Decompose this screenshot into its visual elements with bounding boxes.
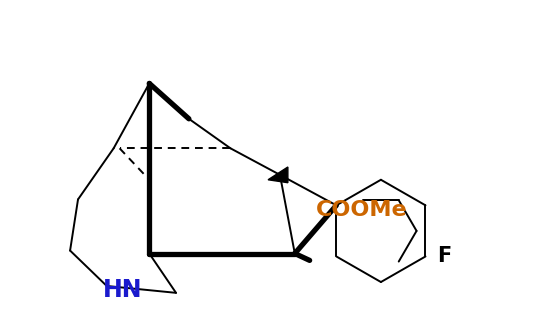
Text: F: F [437, 246, 452, 267]
Polygon shape [268, 167, 288, 183]
Text: HN: HN [103, 278, 142, 302]
Text: COOMe: COOMe [316, 200, 408, 220]
